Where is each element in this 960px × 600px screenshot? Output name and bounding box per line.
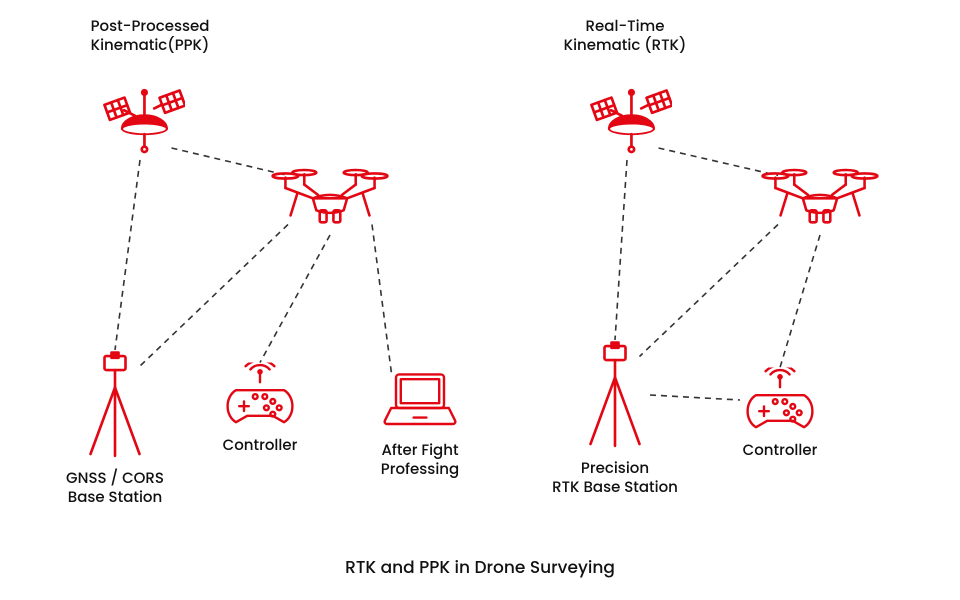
link-line [140, 225, 289, 367]
drone-ppk-icon [270, 165, 390, 235]
laptop-ppk-icon [380, 368, 460, 433]
figure-caption: RTK and PPK in Drone Surveying [345, 554, 615, 580]
link-line [780, 235, 820, 368]
base-rtk-icon [580, 340, 650, 450]
sat-ppk-icon [95, 80, 185, 160]
diagram-stage: GNSS / CORS Base Station Controller Afte… [0, 0, 960, 600]
laptop-ppk-label: After Fight Professing [381, 442, 459, 480]
link-line [260, 235, 330, 363]
drone-rtk-icon [760, 165, 880, 235]
title-ppk: Post-Processed Kinematic(PPK) [91, 18, 210, 56]
sat-rtk-icon [582, 80, 672, 160]
link-line [615, 160, 627, 340]
link-line [640, 225, 779, 357]
ctrl-rtk-icon [740, 368, 820, 433]
link-line [115, 160, 140, 350]
title-rtk: Real-Time Kinematic (RTK) [564, 18, 687, 56]
base-rtk-label: Precision RTK Base Station [552, 460, 678, 498]
base-ppk-icon [80, 350, 150, 460]
ctrl-ppk-icon [220, 363, 300, 428]
link-line [650, 395, 740, 400]
link-line [372, 225, 392, 378]
ctrl-rtk-label: Controller [743, 442, 818, 461]
base-ppk-label: GNSS / CORS Base Station [66, 470, 164, 508]
ctrl-ppk-label: Controller [223, 437, 298, 456]
